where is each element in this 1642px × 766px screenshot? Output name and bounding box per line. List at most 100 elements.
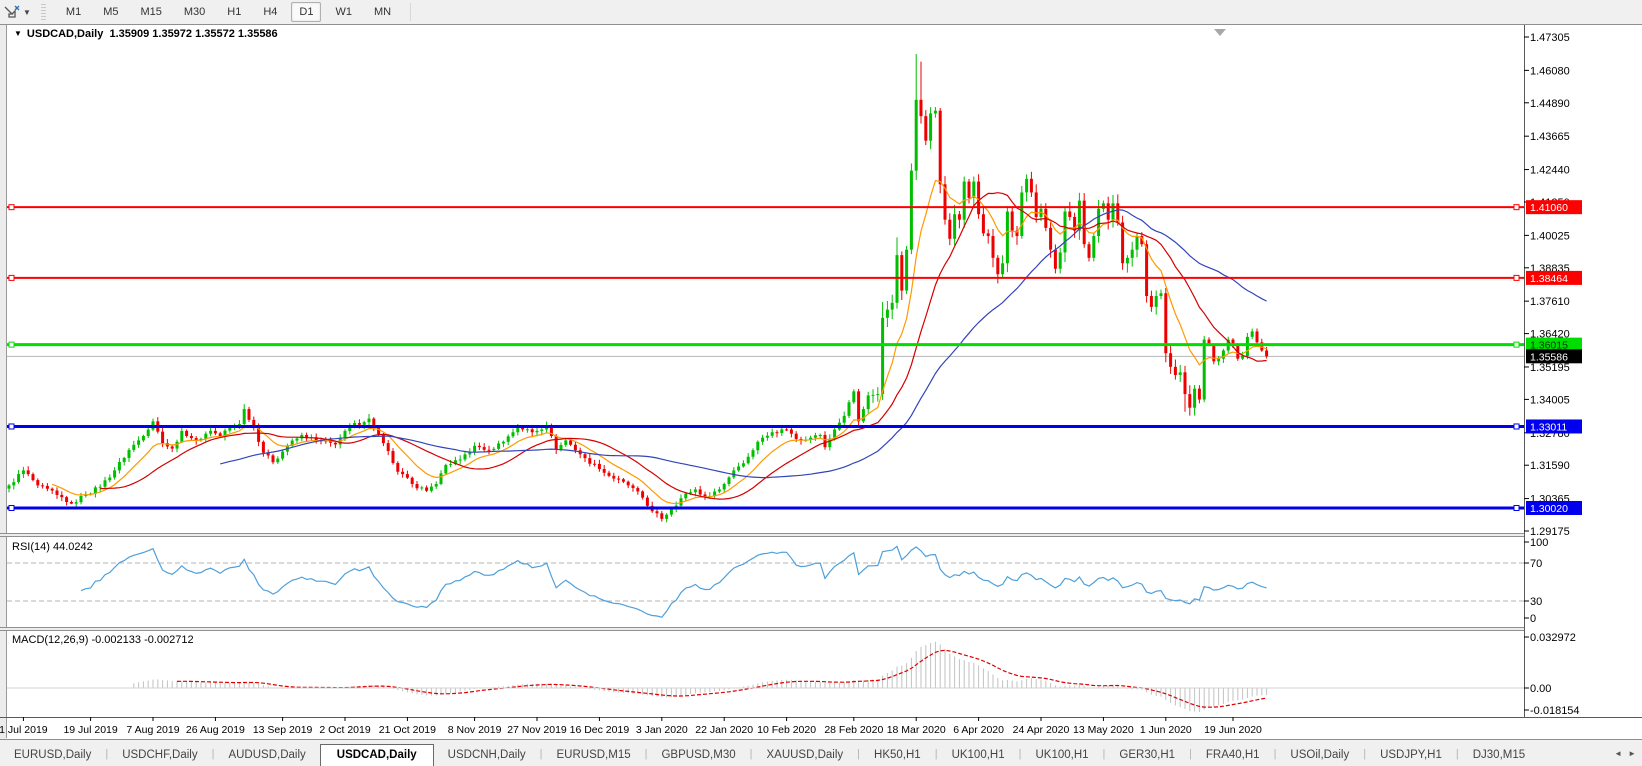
- timeframe-button-m1[interactable]: M1: [65, 6, 82, 18]
- chart-tab-uk100-h1[interactable]: UK100,H1: [1035, 749, 1089, 761]
- line-handle[interactable]: [1513, 274, 1520, 281]
- rsi-axis-tick: 100: [1530, 537, 1548, 549]
- date-axis-tick: 1 Jul 2019: [0, 724, 48, 736]
- tab-divider: |: [539, 748, 543, 760]
- chart-shift-marker[interactable]: [1214, 29, 1226, 36]
- timeframe-button-mn[interactable]: MN: [373, 6, 392, 18]
- date-axis-tick: 2 Oct 2019: [319, 724, 371, 736]
- chart-tab-hk50-h1[interactable]: HK50,H1: [874, 749, 921, 761]
- timeframe-button-m30[interactable]: M30: [183, 6, 206, 18]
- macd-axis-tick: 0.032972: [1530, 632, 1576, 644]
- price-axis-tick: 1.37610: [1530, 296, 1570, 308]
- hline-price-tag-1.38464[interactable]: 1.38464: [1526, 270, 1582, 285]
- svg-text:1.41060: 1.41060: [1530, 202, 1568, 214]
- candlestick-series: [7, 54, 1269, 523]
- chart-cursor-icon[interactable]: [3, 4, 21, 20]
- timeframe-button-m5[interactable]: M5: [103, 6, 119, 18]
- price-axis-tick: 1.43665: [1530, 131, 1570, 143]
- chart-tab-eurusd-daily[interactable]: EURUSD,Daily: [14, 749, 92, 761]
- line-handle[interactable]: [8, 274, 15, 281]
- macd-signal-line: [176, 649, 1267, 708]
- tab-divider: |: [1363, 748, 1367, 760]
- hline-price-tag-1.33011[interactable]: 1.33011: [1526, 419, 1582, 434]
- chart-tab-usdjpy-h1[interactable]: USDJPY,H1: [1380, 749, 1442, 761]
- macd-axis-tick: 0.00: [1530, 683, 1551, 695]
- date-axis-tick: 16 Dec 2019: [570, 724, 630, 736]
- svg-text:1.33011: 1.33011: [1530, 421, 1567, 433]
- date-axis-tick: 24 Apr 2020: [1013, 724, 1070, 736]
- ma-slow-line: [220, 209, 1267, 479]
- svg-text:1.36015: 1.36015: [1530, 340, 1568, 352]
- chart-tab-uk100-h1[interactable]: UK100,H1: [951, 749, 1005, 761]
- top-toolbar: ▼ M1 M5 M15 M30 H1 H4 D1 W1 MN: [0, 0, 1642, 24]
- chevron-down-icon[interactable]: ▼: [23, 7, 31, 17]
- timeframe-button-m15[interactable]: M15: [140, 6, 162, 18]
- rsi-line: [80, 545, 1267, 618]
- price-axis-tick: 1.36420: [1530, 329, 1570, 341]
- price-axis-tick: 1.29175: [1530, 526, 1570, 538]
- tab-divider: |: [1018, 748, 1022, 760]
- line-handle[interactable]: [8, 341, 15, 348]
- tab-scroll-left-icon[interactable]: ◄: [1614, 749, 1623, 758]
- chart-tab-usoil-daily[interactable]: USOil,Daily: [1290, 749, 1350, 761]
- line-handle[interactable]: [1513, 504, 1520, 511]
- macd-axis-tick: -0.018154: [1530, 705, 1580, 717]
- chart-tab-eurusd-m15[interactable]: EURUSD,M15: [556, 749, 631, 761]
- svg-text:1.35586: 1.35586: [1530, 351, 1568, 363]
- price-axis-tick: 1.42440: [1530, 165, 1570, 177]
- line-handle[interactable]: [1513, 423, 1520, 430]
- line-handle[interactable]: [8, 204, 15, 211]
- date-axis-tick: 19 Jun 2020: [1204, 724, 1262, 736]
- macd-indicator-label: MACD(12,26,9) -0.002133 -0.002712: [12, 634, 194, 646]
- price-axis-tick: 1.40025: [1530, 230, 1570, 242]
- date-axis-tick: 10 Feb 2020: [757, 724, 816, 736]
- chart-tab-audusd-daily[interactable]: AUDUSD,Daily: [228, 749, 306, 761]
- chart-tab-usdcnh-daily[interactable]: USDCNH,Daily: [447, 749, 526, 761]
- price-axis-tick: 1.31590: [1530, 460, 1570, 472]
- chart-ohlc-values: 1.35909 1.35972 1.35572 1.35586: [109, 28, 278, 40]
- toolbar-separator: [410, 3, 412, 21]
- date-axis-tick: 26 Aug 2019: [186, 724, 245, 736]
- date-axis-tick: 6 Apr 2020: [953, 724, 1004, 736]
- date-axis-tick: 27 Nov 2019: [507, 724, 567, 736]
- tab-divider: |: [1273, 748, 1277, 760]
- tab-scroll-right-icon[interactable]: ►: [1628, 749, 1636, 758]
- price-axis-tick: 1.35195: [1530, 362, 1570, 374]
- price-axis-tick: 1.44890: [1530, 98, 1570, 110]
- tab-divider: |: [105, 748, 109, 760]
- chart-tab-gbpusd-m30[interactable]: GBPUSD,M30: [661, 749, 736, 761]
- date-axis-tick: 18 Mar 2020: [887, 724, 946, 736]
- hline-price-tag-1.41060[interactable]: 1.41060: [1526, 200, 1582, 215]
- timeframe-buttons: M1 M5 M15 M30 H1 H4 D1 W1 MN: [55, 2, 402, 22]
- chart-tab-usdchf-daily[interactable]: USDCHF,Daily: [122, 749, 198, 761]
- hline-price-tag-1.30020[interactable]: 1.30020: [1526, 500, 1582, 515]
- toolbar-grip[interactable]: [40, 4, 46, 20]
- chart-tab-ger30-h1[interactable]: GER30,H1: [1119, 749, 1176, 761]
- symbol-dropdown-caret[interactable]: ▼: [14, 29, 22, 38]
- tab-divider: |: [749, 748, 753, 760]
- chart-tab-fra40-h1[interactable]: FRA40,H1: [1205, 749, 1260, 761]
- price-axis-tick: 1.46080: [1530, 65, 1570, 77]
- timeframe-button-w1[interactable]: W1: [335, 6, 352, 18]
- line-handle[interactable]: [8, 423, 15, 430]
- line-handle[interactable]: [8, 504, 15, 511]
- tab-divider: |: [644, 748, 648, 760]
- line-handle[interactable]: [1513, 204, 1520, 211]
- price-axis-tick: 1.34005: [1530, 394, 1570, 406]
- rsi-axis-tick: 0: [1530, 613, 1536, 625]
- date-axis-tick: 21 Oct 2019: [379, 724, 436, 736]
- date-axis-tick: 13 Sep 2019: [253, 724, 313, 736]
- rsi-indicator-label: RSI(14) 44.0242: [12, 541, 93, 553]
- chart-tab-xauusd-daily[interactable]: XAUUSD,Daily: [766, 749, 844, 761]
- timeframe-button-h1[interactable]: H1: [227, 6, 242, 18]
- line-handle[interactable]: [1513, 341, 1520, 348]
- chart-tab-usdcad-daily[interactable]: USDCAD,Daily: [319, 744, 434, 766]
- tab-divider: |: [1102, 748, 1106, 760]
- current-price-tag[interactable]: 1.35586: [1526, 349, 1582, 364]
- chart-tab-dj30-m15[interactable]: DJ30,M15: [1472, 749, 1526, 761]
- timeframe-button-h4[interactable]: H4: [263, 6, 278, 18]
- timeframe-button-d1[interactable]: D1: [291, 2, 322, 22]
- hline-price-tag-1.36015[interactable]: 1.36015: [1526, 337, 1582, 352]
